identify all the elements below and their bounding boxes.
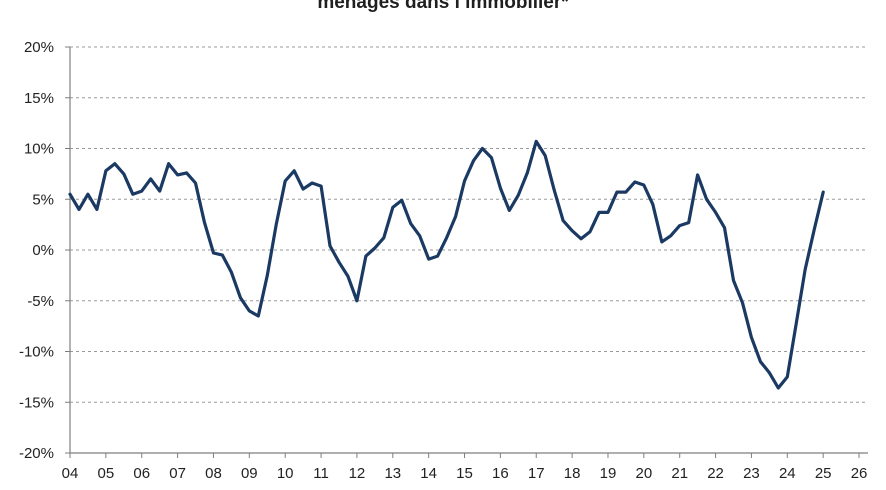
x-tick-labels: 04 05 06 07 08 09 10 11 12 13 14 15 16 17 18 19 20 21 22 23…: [62, 465, 868, 482]
gridlines: [70, 46, 868, 403]
x-tick-label: 19: [600, 465, 617, 482]
x-tick-label: 09: [241, 465, 258, 482]
x-tick-label: 04: [62, 465, 79, 482]
x-tick-label: 13: [384, 465, 401, 482]
y-tick-label: -5%: [27, 293, 54, 310]
y-tick-label: 10%: [24, 141, 54, 158]
y-tick-label: -15%: [19, 394, 54, 411]
series-line: [68, 139, 825, 390]
x-tick-label: 14: [420, 465, 437, 482]
x-tick-label: 08: [205, 465, 222, 482]
y-tick-label: 15%: [24, 90, 54, 107]
x-tick-label: 23: [743, 465, 760, 482]
x-tick-label: 15: [456, 465, 473, 482]
y-tick-label: 20%: [24, 39, 54, 56]
x-tick-label: 24: [779, 465, 796, 482]
x-tick-label: 05: [98, 465, 115, 482]
x-tick-label: 17: [528, 465, 545, 482]
x-tick-label: 06: [133, 465, 150, 482]
chart-title: ménages dans l’immobilier*: [317, 0, 569, 13]
y-tick-labels: 20% 15% 10% 5% 0% -5% -10% -15% -20%: [19, 39, 54, 462]
x-tick-label: 07: [169, 465, 186, 482]
series-group: [68, 139, 825, 390]
x-tick-label: 25: [815, 465, 832, 482]
x-tick-label: 20: [635, 465, 652, 482]
y-tick-label: -10%: [19, 344, 54, 361]
y-tick-label: 5%: [32, 191, 54, 208]
x-tick-label: 10: [277, 465, 294, 482]
y-tick-label: -20%: [19, 445, 54, 462]
x-tick-label: 12: [349, 465, 366, 482]
x-tick-label: 11: [313, 465, 329, 482]
x-tick-label: 16: [492, 465, 509, 482]
x-tick-label: 21: [671, 465, 688, 482]
axes: [65, 46, 868, 458]
x-tick-label: 18: [564, 465, 581, 482]
x-tick-label: 26: [851, 465, 868, 482]
y-tick-label: 0%: [32, 242, 54, 259]
x-tick-label: 22: [707, 465, 724, 482]
